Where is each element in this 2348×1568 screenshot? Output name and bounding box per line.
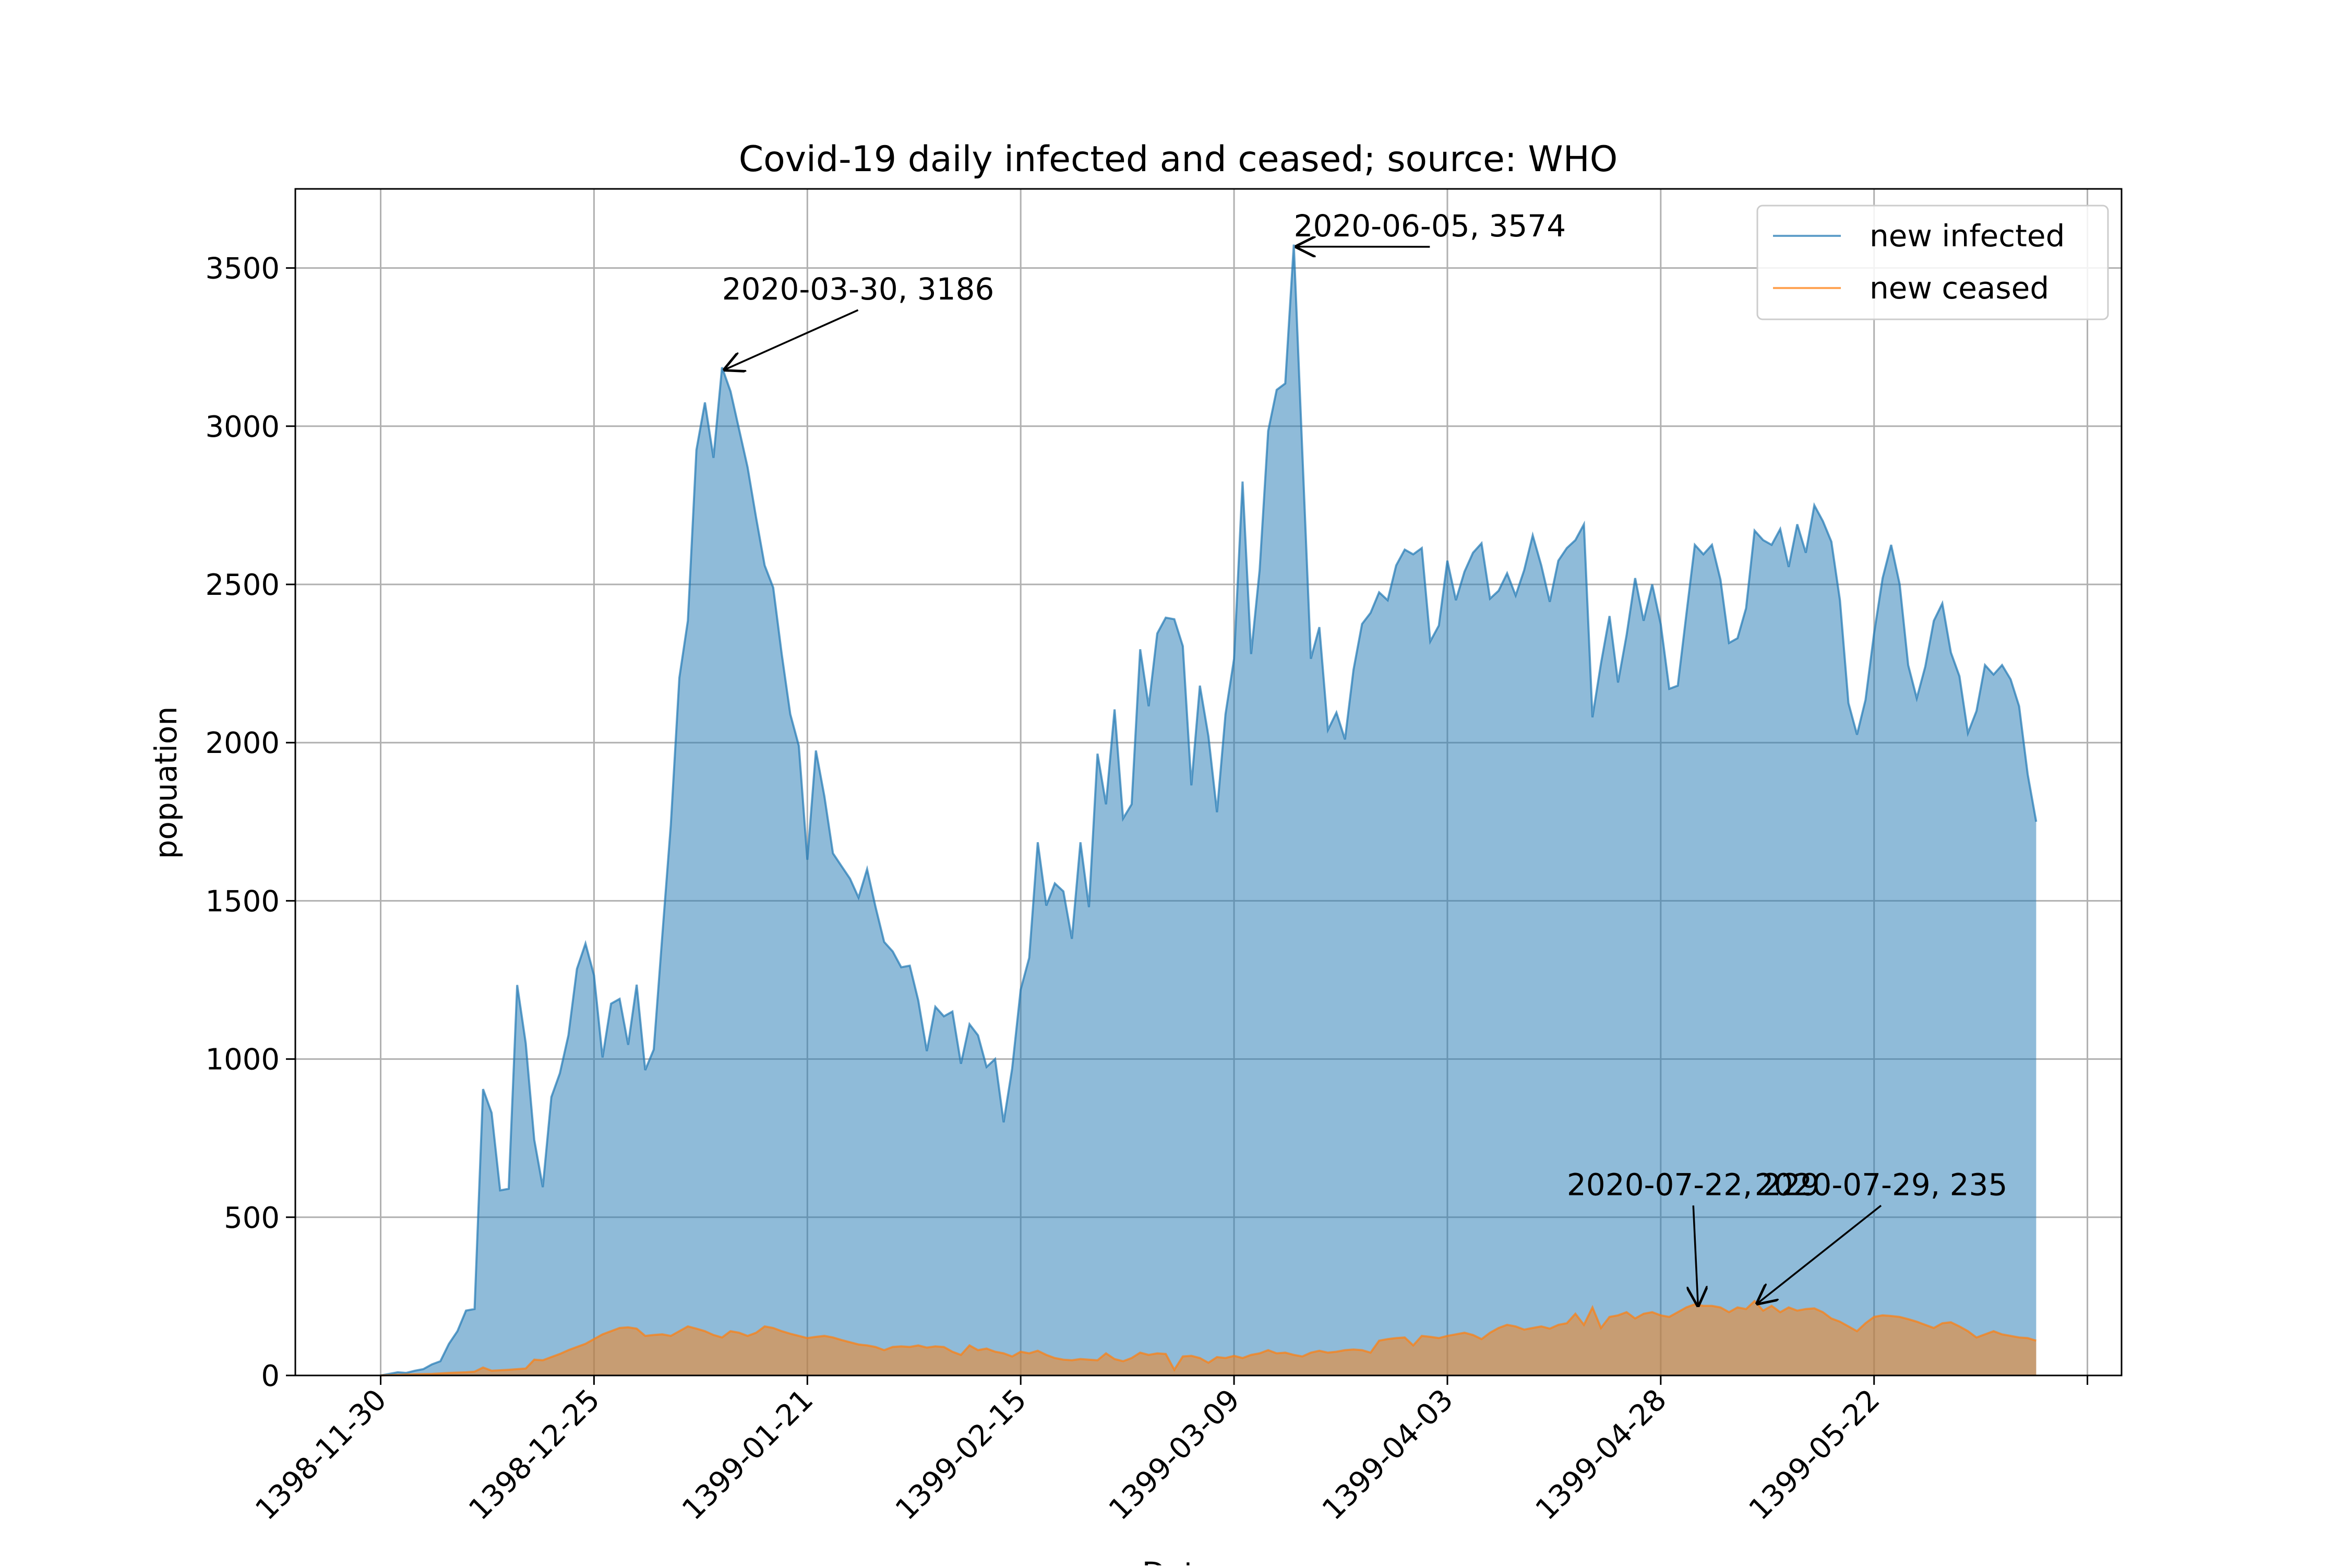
x-tick-label: 1399-02-15 xyxy=(889,1383,1033,1527)
series-layer xyxy=(381,245,2036,1375)
x-tick-label: 1398-12-25 xyxy=(462,1383,606,1527)
annotation-label: 2020-03-30, 3186 xyxy=(722,271,995,307)
x-tick-label: 1399-03-09 xyxy=(1103,1383,1247,1527)
y-tick-label: 0 xyxy=(261,1359,280,1393)
x-tick-label: 1399-04-03 xyxy=(1316,1383,1460,1527)
y-tick-label: 2500 xyxy=(205,568,280,602)
x-tick-label: 1399-04-28 xyxy=(1529,1383,1673,1527)
y-tick-label: 500 xyxy=(224,1201,280,1235)
annotation-label: 2020-07-29, 235 xyxy=(1755,1167,2008,1202)
y-tick-label: 2000 xyxy=(205,726,280,760)
x-tick-label: 1398-11-30 xyxy=(249,1383,393,1527)
area-new-infected xyxy=(381,245,2036,1375)
x-tick-label: 1399-01-21 xyxy=(676,1383,820,1527)
y-tick-label: 3500 xyxy=(205,252,280,286)
chart-title: Covid-19 daily infected and ceased; sour… xyxy=(739,139,1618,180)
y-tick-label: 1500 xyxy=(205,884,280,918)
y-axis-label: popuation xyxy=(148,707,184,859)
x-tick-label: 1399-05-22 xyxy=(1743,1383,1887,1527)
annotation-arrow xyxy=(725,310,858,369)
annotation-label: 2020-06-05, 3574 xyxy=(1294,208,1566,244)
legend-label-new-infected: new infected xyxy=(1870,218,2065,254)
legend: new infected new ceased xyxy=(1757,206,2108,319)
x-axis-label: Date xyxy=(1142,1555,1215,1565)
legend-label-new-ceased: new ceased xyxy=(1870,270,2049,306)
y-tick-label: 3000 xyxy=(205,410,280,444)
y-tick-label: 1000 xyxy=(205,1043,280,1077)
